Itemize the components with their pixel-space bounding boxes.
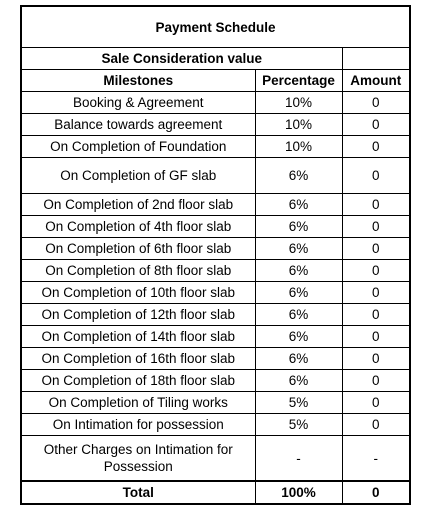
amount-cell: 0 (341, 259, 411, 282)
percentage-cell: 6% (254, 281, 343, 304)
amount-cell: 0 (341, 193, 411, 216)
percentage-cell: 6% (254, 303, 343, 326)
percentage-cell: 6% (254, 193, 343, 216)
milestone-cell: On Completion of 4th floor slab (20, 215, 256, 238)
column-header: Milestones (20, 69, 256, 92)
milestone-cell: On Completion of 2nd floor slab (20, 193, 256, 216)
column-header: Percentage (254, 69, 343, 92)
amount-cell: 0 (341, 413, 411, 436)
percentage-cell: 10% (254, 135, 343, 158)
percentage-cell: 6% (254, 325, 343, 348)
table-row: Balance towards agreement 10% 0 (20, 113, 411, 136)
milestone-cell: Booking & Agreement (20, 91, 256, 114)
table-row: On Completion of 2nd floor slab 6% 0 (20, 193, 411, 216)
milestone-cell: On Completion of 8th floor slab (20, 259, 256, 282)
amount-cell: 0 (341, 391, 411, 414)
percentage-cell: 5% (254, 413, 343, 436)
milestone-cell: Total (20, 480, 256, 505)
table-row: On Completion of Tiling works 5% 0 (20, 391, 411, 414)
percentage-cell: 5% (254, 391, 343, 414)
percentage-cell: - (254, 435, 343, 482)
milestone-cell: On Completion of 12th floor slab (20, 303, 256, 326)
percentage-cell: 10% (254, 113, 343, 136)
header-row: Milestones Percentage Amount (20, 69, 411, 92)
percentage-cell: 6% (254, 347, 343, 370)
milestone-cell: On Completion of 16th floor slab (20, 347, 256, 370)
amount-cell: 0 (341, 325, 411, 348)
table-row: On Completion of 10th floor slab 6% 0 (20, 281, 411, 304)
payment-table: Payment Schedule Sale Consideration valu… (20, 5, 411, 505)
milestone-cell: On Completion of 14th floor slab (20, 325, 256, 348)
percentage-cell: 6% (254, 259, 343, 282)
table-row: On Completion of 12th floor slab 6% 0 (20, 303, 411, 326)
empty-cell (341, 47, 411, 70)
table-body: Payment Schedule Sale Consideration valu… (20, 5, 411, 505)
column-header: Amount (341, 69, 411, 92)
table-row: Booking & Agreement 10% 0 (20, 91, 411, 114)
table-row: Other Charges on Intimation for Possessi… (20, 435, 411, 482)
amount-cell: 0 (341, 157, 411, 194)
percentage-cell: 100% (254, 480, 343, 505)
amount-cell: 0 (341, 347, 411, 370)
amount-cell: 0 (341, 215, 411, 238)
table-title: Payment Schedule (20, 5, 411, 48)
amount-cell: 0 (341, 369, 411, 392)
amount-cell: 0 (341, 91, 411, 114)
milestone-cell: On Intimation for possession (20, 413, 256, 436)
title-row: Payment Schedule (20, 5, 411, 48)
table-row: Total 100% 0 (20, 480, 411, 505)
subtitle: Sale Consideration value (20, 47, 343, 70)
table-row: On Completion of Foundation 10% 0 (20, 135, 411, 158)
milestone-cell: On Completion of 18th floor slab (20, 369, 256, 392)
amount-cell: 0 (341, 135, 411, 158)
table-row: On Completion of 14th floor slab 6% 0 (20, 325, 411, 348)
table-row: On Completion of 8th floor slab 6% 0 (20, 259, 411, 282)
milestone-cell: On Completion of Tiling works (20, 391, 256, 414)
subtitle-row: Sale Consideration value (20, 47, 411, 70)
milestone-cell: Balance towards agreement (20, 113, 256, 136)
table-row: On Completion of 16th floor slab 6% 0 (20, 347, 411, 370)
amount-cell: - (341, 435, 411, 482)
milestone-cell: On Completion of Foundation (20, 135, 256, 158)
table-row: On Intimation for possession 5% 0 (20, 413, 411, 436)
percentage-cell: 6% (254, 157, 343, 194)
amount-cell: 0 (341, 281, 411, 304)
amount-cell: 0 (341, 113, 411, 136)
percentage-cell: 10% (254, 91, 343, 114)
percentage-cell: 6% (254, 215, 343, 238)
milestone-cell: On Completion of 6th floor slab (20, 237, 256, 260)
table-row: On Completion of 18th floor slab 6% 0 (20, 369, 411, 392)
milestone-cell: On Completion of 10th floor slab (20, 281, 256, 304)
table-row: On Completion of 6th floor slab 6% 0 (20, 237, 411, 260)
amount-cell: 0 (341, 237, 411, 260)
table-row: On Completion of GF slab 6% 0 (20, 157, 411, 194)
table-row: On Completion of 4th floor slab 6% 0 (20, 215, 411, 238)
percentage-cell: 6% (254, 237, 343, 260)
milestone-cell: Other Charges on Intimation for Possessi… (20, 435, 256, 482)
amount-cell: 0 (341, 480, 411, 505)
amount-cell: 0 (341, 303, 411, 326)
milestone-cell: On Completion of GF slab (20, 157, 256, 194)
percentage-cell: 6% (254, 369, 343, 392)
